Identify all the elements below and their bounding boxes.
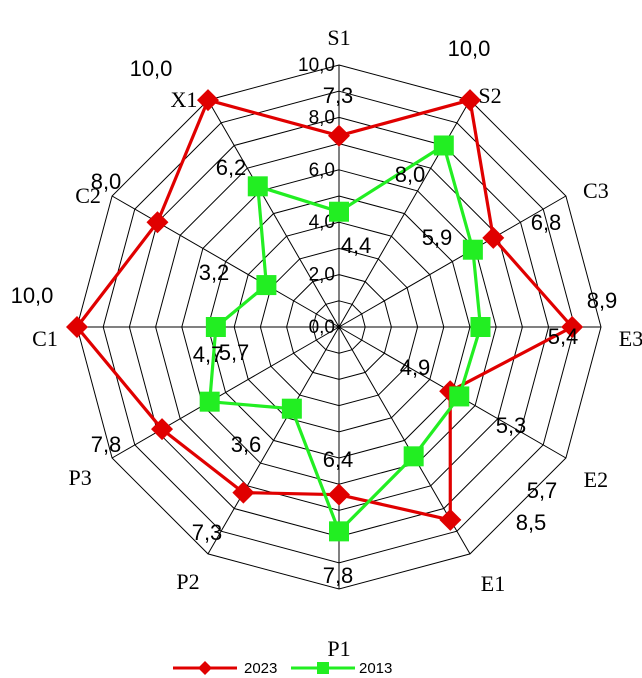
data-label-2023: 8,9: [587, 288, 618, 313]
axis-label-x1: X1: [171, 87, 198, 112]
radial-tick-label: 8,0: [309, 107, 335, 128]
data-point: [329, 201, 349, 222]
data-label-2013: 5,7: [527, 478, 558, 503]
data-label-2023: 7,3: [192, 520, 223, 545]
axis-label-p3: P3: [68, 465, 91, 490]
data-point: [403, 446, 424, 467]
category-axis-labels: S1 S2 C3 E3 E2 E1 P1 P2 P3 C1 C2 X1: [32, 25, 642, 661]
data-point: [328, 483, 350, 506]
data-label-2023: 7,8: [91, 432, 122, 457]
data-point: [433, 135, 454, 156]
grid-spoke: [207, 99, 340, 328]
series-2023: [66, 89, 584, 531]
data-label-2023: 6,8: [531, 210, 562, 235]
radial-tick-label: 10,0: [298, 55, 335, 76]
data-label-2023: 10,0: [130, 56, 173, 81]
legend: 2023 2013: [173, 660, 392, 677]
legend-marker: [198, 661, 212, 675]
data-point: [561, 316, 584, 338]
grid-spoke: [338, 195, 567, 328]
data-point: [459, 89, 481, 112]
axis-label-e1: E1: [481, 571, 505, 596]
data-label-2013: 5,4: [548, 324, 579, 349]
grid-spoke: [207, 326, 340, 555]
data-point: [256, 275, 277, 296]
data-label-2013: 5,3: [496, 413, 527, 438]
data-label-2023: 8,0: [91, 169, 122, 194]
data-point: [66, 316, 88, 338]
grid-spoke: [338, 99, 471, 328]
data-point: [146, 211, 169, 234]
axis-label-s2: S2: [478, 83, 501, 108]
grid-spoke: [111, 326, 340, 459]
data-point: [232, 481, 255, 504]
data-point: [449, 386, 470, 407]
radial-tick-labels: 0,0 2,0 4,0 6,0 8,0 10,0: [298, 55, 335, 338]
grid-spoke: [111, 195, 340, 328]
data-point: [205, 317, 226, 337]
data-label-2013: 3,6: [231, 432, 262, 457]
data-label-2023: 10,0: [448, 36, 491, 61]
data-label-2023: 8,5: [516, 510, 547, 535]
data-point: [470, 317, 491, 337]
data-point: [197, 89, 219, 112]
data-label-2013: 5,9: [422, 225, 453, 250]
series-layer: [66, 89, 584, 542]
data-point: [199, 391, 220, 412]
series-2013: [199, 135, 491, 542]
legend-marker: [317, 662, 329, 674]
radial-tick-label: 6,0: [309, 160, 335, 181]
data-point: [247, 176, 268, 197]
axis-label-p2: P2: [176, 569, 199, 594]
axis-label-c2: C2: [75, 183, 101, 208]
data-label-2013: 7,8: [323, 563, 354, 588]
data-label-2023: 10,0: [11, 283, 54, 308]
axis-label-p1: P1: [327, 636, 350, 661]
data-point: [281, 398, 302, 419]
legend-label: 2023: [244, 660, 277, 677]
axis-label-e2: E2: [584, 467, 608, 492]
data-point: [151, 418, 174, 441]
data-point: [328, 124, 350, 147]
data-label-2023: 4,9: [400, 355, 431, 380]
radial-tick-label: 4,0: [309, 212, 335, 233]
axis-label-c1: C1: [32, 326, 58, 351]
legend-item-2013: 2013: [291, 660, 392, 677]
data-point: [482, 226, 505, 249]
data-label-2023: 6,4: [323, 447, 354, 472]
data-label-2013: 4,7: [193, 342, 224, 367]
radial-tick-label: 0,0: [309, 317, 335, 338]
data-label-2013: 5,7: [219, 340, 250, 365]
axis-label-e3: E3: [619, 326, 642, 351]
axis-label-c3: C3: [583, 178, 609, 203]
axis-label-s1: S1: [327, 25, 350, 50]
data-label-2013: 3,2: [199, 260, 230, 285]
data-label-2023: 7,3: [323, 83, 354, 108]
legend-label: 2013: [359, 660, 392, 677]
radial-tick-label: 2,0: [309, 265, 335, 286]
data-label-2013: 4,4: [341, 233, 372, 258]
data-point: [329, 521, 349, 542]
data-point: [439, 508, 462, 531]
data-label-2013: 8,0: [395, 162, 426, 187]
data-labels: 7,3 10,0 6,8 8,9 4,9 8,5 6,4 7,3 7,8 10,0 8,0 10,0 4…: [11, 36, 618, 588]
data-label-2013: 6,2: [216, 155, 247, 180]
data-point: [462, 239, 483, 260]
legend-item-2023: 2023: [173, 660, 277, 677]
